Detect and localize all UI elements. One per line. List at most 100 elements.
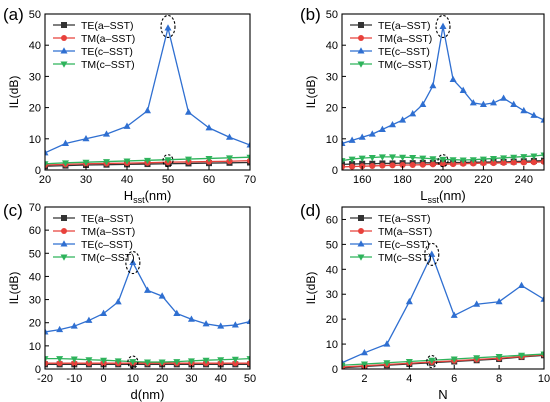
panel-a-series-4-point	[103, 159, 110, 166]
panel-a-series-3-point	[82, 135, 90, 142]
panel-b-series-3-point	[510, 100, 518, 107]
panel-d-y-tick-label: 10	[326, 339, 338, 351]
panel-a-series-3-point	[185, 108, 192, 115]
panel-b-series-3-point	[389, 120, 396, 128]
panel-d-series-4-point	[383, 360, 391, 367]
panel-d-y-tick-label: 40	[326, 264, 338, 276]
panel-c-legend: TE(a–SST)TM(a–SST)TE(c–SST)TM(c–SST)	[53, 213, 135, 264]
panel-c-data	[45, 258, 250, 368]
panel-c-series-4-point	[202, 357, 210, 365]
panel-c-y-axis-label: IL(dB)	[7, 272, 21, 305]
panel-c-series-4-point	[45, 356, 49, 363]
panel-c-legend-label: TM(c–SST)	[81, 252, 135, 264]
panel-c-series-2-point	[71, 360, 78, 367]
panel-b-series-4-point	[490, 155, 497, 163]
panel-a-y-tick-label: 50	[29, 9, 41, 21]
panel-a-frame	[44, 13, 251, 171]
panel-d-x-tick-label: 6	[451, 373, 457, 385]
panel-b-series-3-point	[419, 100, 427, 107]
panel-c-x-tick-label: -20	[37, 373, 53, 385]
panel-b-series-3-point	[490, 99, 497, 106]
panel-d-highlight-ellipse	[426, 354, 438, 369]
panel-c-series-line-3	[45, 260, 250, 333]
panel-b-legend-label: TM(c–SST)	[378, 59, 432, 71]
panel-a-series-4-point	[246, 154, 250, 162]
panel-a-series-3-point	[205, 124, 213, 131]
panel-b-highlight-ellipse	[437, 154, 449, 168]
panel-b-series-2-point	[510, 159, 517, 166]
panel-c-series-4-point	[187, 358, 195, 365]
panel-b-series-2-point	[500, 159, 507, 166]
panel-b-y-tick-label: 0	[332, 165, 338, 177]
panel-d-data	[342, 250, 544, 369]
panel-c-series-4-point	[129, 359, 137, 366]
panel-a-legend-label: TE(a–SST)	[81, 20, 134, 32]
panel-b-series-3-point	[378, 125, 386, 132]
panel-b-legend-marker	[357, 47, 365, 54]
panel-d-series-3-point	[473, 300, 481, 307]
panel-c-highlight-ellipse	[125, 250, 141, 275]
panel-c-series-2-point	[45, 360, 48, 367]
panel-b-series-4-point	[510, 154, 518, 162]
panel-b-series-4-point	[399, 154, 407, 162]
panel-b-label: (b)	[300, 5, 321, 24]
panel-a-y-tick-label: 0	[35, 165, 41, 177]
panel-d-y-axis-label: IL(dB)	[304, 272, 318, 305]
panel-b-series-4-point	[439, 156, 447, 164]
panel-b-x-tick-label: 160	[353, 174, 371, 186]
panel-b-series-3-point	[459, 86, 467, 93]
panel-c-series-3-point	[144, 286, 151, 293]
panel-c-y-tick-label: 50	[29, 248, 41, 260]
panel-c-series-4-point	[70, 356, 78, 363]
panel-a-series-4-point	[205, 155, 213, 163]
panel-a-series-4-point	[62, 160, 69, 167]
panel-b-series-2-point	[349, 163, 356, 170]
panel-c-y-tick-label: 10	[29, 341, 41, 353]
panel-b-y-tick-label: 30	[326, 71, 338, 83]
panel-c-series-3-point	[114, 298, 122, 305]
panel-c-series-4-point	[100, 357, 108, 365]
panel-b-series-2-point	[541, 158, 544, 165]
panel-d-series-4-point	[495, 354, 503, 361]
panel-c-y-tick-label: 60	[29, 225, 41, 237]
panel-b-series-4-point	[378, 154, 386, 161]
panel-a-legend-label: TE(c–SST)	[81, 46, 133, 58]
panel-c-series-3-point	[129, 258, 137, 266]
panel-b-series-3-point	[348, 136, 356, 143]
panel-c-series-4-point	[114, 358, 122, 365]
panel-c-legend-marker	[60, 240, 68, 247]
panel-c-y-tick-label: 30	[29, 295, 41, 307]
panel-b-legend-marker	[358, 35, 364, 41]
panel-d-legend-marker	[357, 240, 365, 247]
panel-b-series-2-point	[490, 160, 497, 167]
panel-d-series-line-3	[342, 252, 544, 364]
panel-c-legend-marker	[61, 228, 67, 234]
panel-c-x-tick-label: 10	[127, 373, 139, 385]
panel-d-series-4-point	[518, 352, 526, 360]
panel-b-series-3-point	[429, 81, 437, 89]
panel-d-legend-marker	[358, 228, 364, 234]
panel-b-series-2-point	[369, 162, 376, 169]
panel-d-series-4-point	[360, 361, 368, 368]
panel-b-series-3-point	[479, 100, 487, 107]
panel-c-series-3-point	[56, 325, 64, 333]
panel-b-series-2-point	[450, 161, 457, 168]
panel-c: -20 -10 0 10 20 30 40 50 0 10 20 30 40 50 60 70 d(nm) IL(…	[3, 201, 256, 402]
panel-b-series-4-point	[479, 156, 487, 163]
panel-c-x-tick-label: -10	[66, 373, 82, 385]
panel-b-series-4-point	[342, 158, 346, 165]
panel-d-x-tick-label: 10	[538, 373, 550, 385]
panel-b-series-3-point	[342, 139, 346, 146]
panel-d-x-tick-label: 8	[496, 373, 502, 385]
panel-d-series-3-point	[540, 295, 544, 302]
panel-c-legend-marker	[60, 254, 68, 261]
panel-d-legend-marker	[357, 254, 365, 261]
panel-c-legend-marker	[61, 215, 67, 221]
panel-a-y-tick-label: 20	[29, 103, 41, 115]
panel-d-legend-label: TE(c–SST)	[378, 239, 430, 251]
panel-a-highlight-ellipse	[160, 14, 176, 39]
panel-c-legend-label: TE(a–SST)	[81, 213, 134, 225]
panel-a-series-4-point	[45, 161, 49, 168]
panel-c-x-tick-label: 50	[244, 373, 256, 385]
panel-c-series-2-point	[56, 360, 63, 367]
